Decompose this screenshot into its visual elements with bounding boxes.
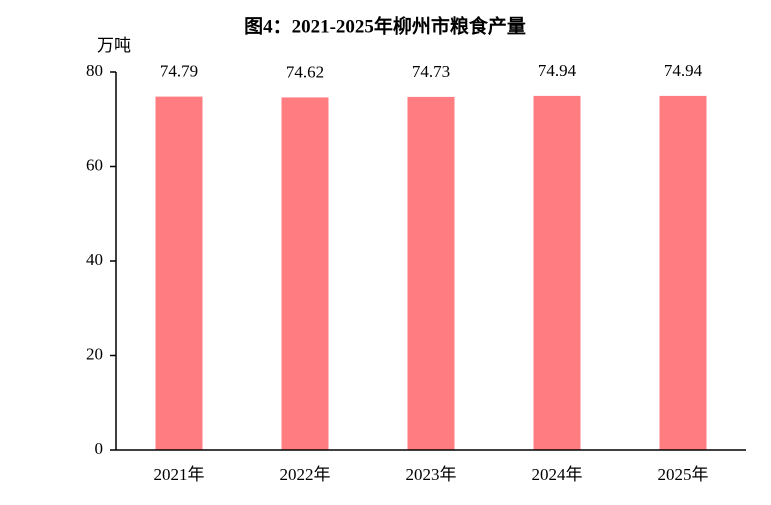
y-tick-label: 20 [86,344,103,363]
data-label: 74.94 [664,61,703,80]
x-tick-label: 2024年 [532,465,583,484]
data-label: 74.79 [160,62,198,81]
x-tick-label: 2023年 [406,465,457,484]
y-tick-label: 40 [86,250,103,269]
y-axis-label: 万吨 [97,36,131,55]
x-tick-label: 2021年 [154,465,205,484]
x-tick-label: 2022年 [280,465,331,484]
y-tick-label: 0 [95,439,104,458]
y-tick-label: 80 [86,61,103,80]
bar [659,95,707,450]
data-label: 74.73 [412,62,450,81]
bar [407,96,455,450]
chart-title: 图4：2021-2025年柳州市粮食产量 [244,14,526,37]
bar [281,97,329,450]
bar [533,95,581,450]
data-label: 74.94 [538,61,577,80]
data-label: 74.62 [286,62,324,81]
x-tick-label: 2025年 [658,465,709,484]
y-tick-label: 60 [86,155,103,174]
bar [155,96,203,450]
